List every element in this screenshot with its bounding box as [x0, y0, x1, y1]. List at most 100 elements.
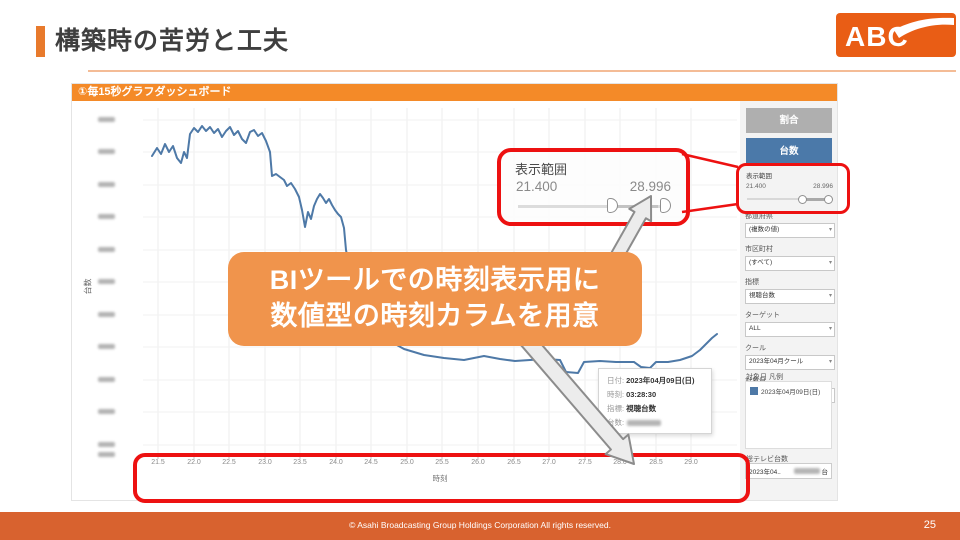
filter-value: 視聴台数: [749, 292, 775, 299]
filter-dropdown-2[interactable]: 視聴台数 ▾: [745, 289, 835, 304]
annotation-note: BIツールでの時刻表示用に 数値型の時刻カラムを用意: [228, 252, 642, 346]
total-tv-box: 2023年04.. 台: [745, 463, 832, 479]
bi-dashboard: ①毎15秒グラフダッシュボード 台数 21.5 22.0 22.5 23.0 23.5 2…: [72, 84, 850, 503]
total-tv-title: 総テレビ台数: [746, 456, 788, 463]
legend-title: 対象日 凡例: [746, 374, 783, 381]
x-tick-label: 27.0: [542, 459, 556, 466]
slider-track: [747, 198, 832, 200]
filter-label: 市区町村: [745, 246, 773, 253]
footer: © Asahi Broadcasting Group Holdings Corp…: [0, 512, 960, 540]
x-tick-label: 28.5: [649, 459, 663, 466]
x-tick-label: 25.0: [400, 459, 414, 466]
legend-box: 2023年04月09日(日): [745, 381, 832, 449]
chevron-down-icon: ▾: [828, 359, 832, 365]
x-axis-ticks: 21.5 22.0 22.5 23.0 23.5 24.0 24.5 25.0 25.5 26.0…: [143, 459, 737, 469]
filter-dropdown-4[interactable]: 2023年04月クール ▾: [745, 355, 835, 370]
sidebar-range-control[interactable]: 表示範囲 21.400 28.996: [746, 170, 833, 204]
redacted-tooltip-value: [627, 420, 662, 427]
x-tick-label: 23.0: [258, 459, 272, 466]
callout-range-min: 21.400: [516, 179, 558, 194]
filter-label: 都道府県: [745, 213, 773, 220]
total-tv-period: 2023年04..: [749, 469, 781, 476]
x-tick-label: 26.0: [471, 459, 485, 466]
filter-label: 指標: [745, 279, 759, 286]
x-tick-label: 21.5: [151, 459, 165, 466]
redacted-y-tick-label: [98, 214, 115, 219]
logo-swoosh-icon: [894, 17, 954, 38]
abc-logo: ABC: [836, 13, 956, 57]
callout-slider-handle-right[interactable]: [660, 198, 671, 213]
redacted-y-tick-label: [98, 149, 115, 154]
filter-value: (すべて): [749, 259, 773, 266]
x-tick-label: 28.0: [613, 459, 627, 466]
annotation-note-line2: 数値型の時刻カラムを用意: [270, 301, 600, 331]
callout-range-label: 表示範囲: [515, 162, 568, 177]
redacted-y-tick-label: [98, 279, 115, 284]
abc-logo-text: ABC: [845, 21, 909, 52]
callout-range-slider[interactable]: [518, 197, 671, 215]
slider-handle-right[interactable]: [824, 195, 833, 204]
x-tick-label: 23.5: [293, 459, 307, 466]
title-underline: [88, 70, 956, 72]
redacted-total-value: [793, 468, 820, 474]
redacted-y-tick-label: [98, 409, 115, 414]
filter-value: 2023年04月クール: [749, 358, 804, 365]
x-tick-label: 29.0: [684, 459, 698, 466]
legend-swatch-icon: [750, 387, 758, 395]
redacted-y-tick-label: [98, 117, 115, 122]
tooltip-row: 指標: 視聴台数: [607, 404, 657, 413]
redacted-y-tick-label: [98, 377, 115, 382]
total-unit: 台: [821, 469, 829, 476]
legend-entry-label: 2023年04月09日(日): [761, 389, 821, 396]
chevron-down-icon: ▾: [828, 227, 832, 233]
tooltip-row: 台数:: [607, 417, 703, 428]
slider-selected-range: [799, 197, 829, 201]
redacted-y-tick-label: [98, 344, 115, 349]
chevron-down-icon: ▾: [828, 293, 832, 299]
redacted-y-tick-label: [98, 312, 115, 317]
filter-dropdown-0[interactable]: (複数の値) ▾: [745, 223, 835, 238]
y-axis-title: 台数: [83, 278, 93, 295]
filter-dropdown-3[interactable]: ALL ▾: [745, 322, 835, 337]
magnified-range-callout: 表示範囲 21.400 28.996: [497, 148, 690, 226]
x-tick-label: 22.5: [222, 459, 236, 466]
filter-value: ALL: [749, 325, 761, 332]
title-accent-bar: [36, 26, 45, 57]
x-tick-label: 24.0: [329, 459, 343, 466]
dashboard-header: ①毎15秒グラフダッシュボード: [72, 84, 837, 101]
redacted-y-tick-label: [98, 452, 115, 457]
filter-value: (複数の値): [749, 226, 780, 233]
filter-label: クール: [745, 345, 766, 352]
x-tick-label: 24.5: [364, 459, 378, 466]
callout-slider-selected: [613, 204, 659, 208]
ratio-button[interactable]: 割合: [746, 108, 832, 133]
page-title: 構築時の苦労と工夫: [55, 27, 290, 55]
page-number: 25: [923, 519, 936, 531]
filter-sidebar: 割合 台数 表示範囲 21.400 28.996 都道府県 (複数の値) ▾ 市区町村…: [740, 101, 837, 500]
range-label: 表示範囲: [746, 173, 772, 180]
legend-entry[interactable]: 2023年04月09日(日): [750, 386, 827, 396]
chart-tooltip: 日付: 2023年04月09日(日) 時刻: 03:28:30 指標: 視聴台数 台数:: [598, 368, 712, 434]
redacted-y-tick-label: [98, 442, 115, 447]
x-tick-label: 27.5: [578, 459, 592, 466]
chevron-down-icon: ▾: [828, 260, 832, 266]
x-tick-label: 22.0: [187, 459, 201, 466]
callout-slider-handle-left[interactable]: [607, 198, 619, 213]
tooltip-row: 時刻: 03:28:30: [607, 390, 657, 399]
annotation-note-line1: BIツールでの時刻表示用に: [269, 265, 601, 296]
filter-label: ターゲット: [745, 312, 780, 319]
chevron-down-icon: ▾: [828, 326, 832, 332]
slider-handle-left[interactable]: [798, 195, 808, 204]
copyright-text: © Asahi Broadcasting Group Holdings Corp…: [349, 520, 611, 530]
x-tick-label: 26.5: [507, 459, 521, 466]
redacted-y-tick-label: [98, 182, 115, 187]
range-max-value: 28.996: [813, 183, 833, 190]
count-button[interactable]: 台数: [746, 138, 832, 166]
redacted-y-tick-label: [98, 247, 115, 252]
range-slider[interactable]: [746, 194, 833, 204]
x-tick-label: 25.5: [435, 459, 449, 466]
filter-dropdown-1[interactable]: (すべて) ▾: [745, 256, 835, 271]
callout-range-max: 28.996: [629, 179, 671, 194]
range-min-value: 21.400: [746, 183, 766, 190]
